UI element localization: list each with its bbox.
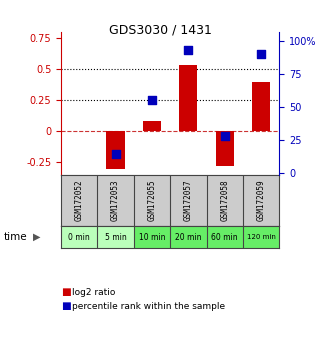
Text: 60 min: 60 min bbox=[212, 233, 238, 241]
Text: ■: ■ bbox=[61, 301, 71, 311]
Text: 10 min: 10 min bbox=[139, 233, 165, 241]
Text: GSM172055: GSM172055 bbox=[147, 180, 156, 221]
Text: GSM172058: GSM172058 bbox=[220, 180, 229, 221]
Point bbox=[149, 97, 154, 103]
Bar bbox=[107, 131, 125, 169]
Text: percentile rank within the sample: percentile rank within the sample bbox=[72, 302, 225, 311]
Bar bbox=[216, 131, 234, 166]
Text: 20 min: 20 min bbox=[175, 233, 202, 241]
Text: GSM172052: GSM172052 bbox=[75, 180, 84, 221]
Text: GDS3030 / 1431: GDS3030 / 1431 bbox=[109, 23, 212, 36]
Bar bbox=[134, 226, 170, 248]
Text: GSM172053: GSM172053 bbox=[111, 180, 120, 221]
Point bbox=[113, 151, 118, 157]
Text: GSM172059: GSM172059 bbox=[256, 180, 265, 221]
Text: GSM172057: GSM172057 bbox=[184, 180, 193, 221]
Bar bbox=[252, 82, 270, 131]
Text: ▶: ▶ bbox=[33, 232, 41, 242]
Text: 120 min: 120 min bbox=[247, 234, 275, 240]
Text: 0 min: 0 min bbox=[68, 233, 90, 241]
Point bbox=[186, 47, 191, 53]
Bar bbox=[179, 65, 197, 131]
Bar bbox=[206, 226, 243, 248]
Bar bbox=[170, 226, 206, 248]
Text: 5 min: 5 min bbox=[105, 233, 126, 241]
Point bbox=[222, 133, 227, 138]
Bar bbox=[143, 121, 161, 131]
Text: log2 ratio: log2 ratio bbox=[72, 287, 116, 297]
Text: ■: ■ bbox=[61, 287, 71, 297]
Text: time: time bbox=[3, 232, 27, 242]
Point bbox=[258, 51, 264, 57]
Bar bbox=[243, 226, 279, 248]
